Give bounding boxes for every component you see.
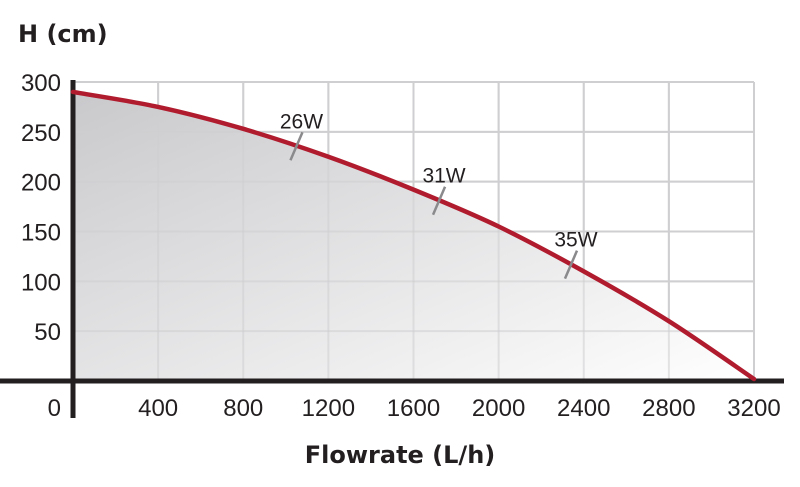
y-tick-label: 150 <box>21 220 61 247</box>
annotation-label: 35W <box>554 229 597 252</box>
y-axis-label: H (cm) <box>18 20 108 48</box>
x-axis-label: Flowrate (L/h) <box>305 441 496 469</box>
annotation-label: 26W <box>280 110 323 133</box>
x-tick-label: 2000 <box>472 395 525 422</box>
annotation-markers: 26W 31W 35W <box>280 110 598 280</box>
y-tick-label: 0 <box>48 395 61 422</box>
series-line <box>70 89 757 382</box>
x-tick-label: 1600 <box>387 395 440 422</box>
annotation-tick <box>431 186 447 216</box>
y-tick-label: 250 <box>21 120 61 147</box>
x-tick-label: 2800 <box>642 395 695 422</box>
x-tick-label: 800 <box>223 395 263 422</box>
x-tick-label: 1200 <box>302 395 355 422</box>
y-tick-label: 200 <box>21 170 61 197</box>
annotation-tick <box>563 250 579 280</box>
annotation-tick <box>289 131 304 161</box>
x-tick-label: 3200 <box>727 395 780 422</box>
y-tick-label: 100 <box>21 269 61 296</box>
x-tick-label: 400 <box>138 395 178 422</box>
x-tick-labels: 400 800 1200 1600 2000 2400 2800 3200 <box>138 395 781 422</box>
axes <box>0 80 784 418</box>
annotation-label: 31W <box>422 165 465 188</box>
y-tick-label: 50 <box>34 319 61 346</box>
y-tick-labels: 0 50 100 150 200 250 300 <box>21 70 61 422</box>
x-tick-label: 2400 <box>557 395 610 422</box>
grid-overlay <box>73 81 755 381</box>
y-tick-label: 300 <box>21 70 61 97</box>
